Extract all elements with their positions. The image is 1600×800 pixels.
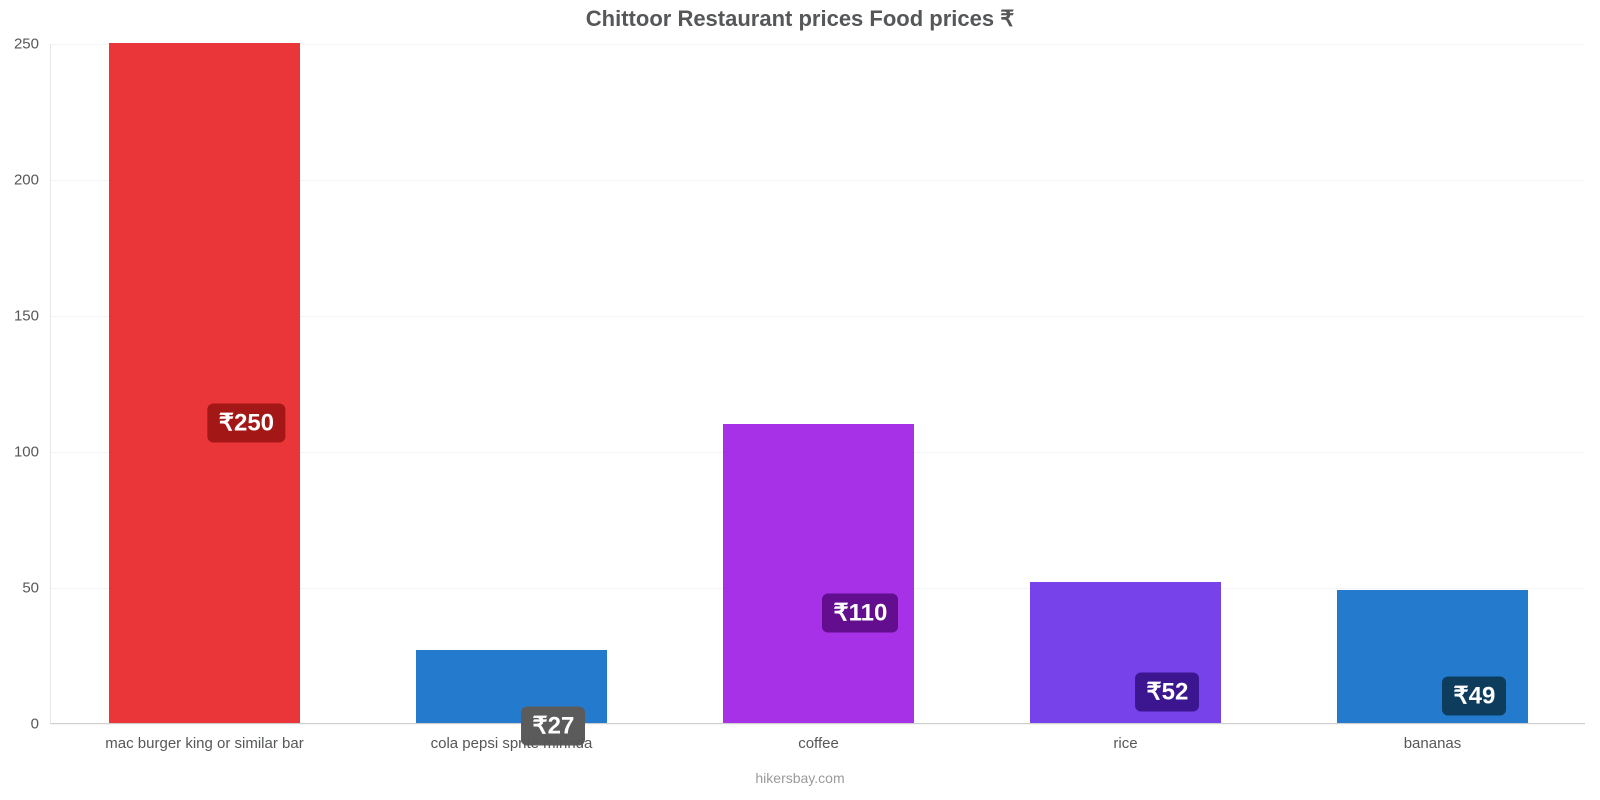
chart-credit: hikersbay.com: [0, 770, 1600, 786]
value-badge: ₹250: [208, 404, 285, 443]
y-tick-label: 0: [31, 716, 51, 733]
bar: [109, 43, 299, 723]
bar: [723, 424, 913, 723]
chart-title: Chittoor Restaurant prices Food prices ₹: [0, 6, 1600, 32]
y-tick-label: 200: [14, 172, 51, 189]
x-tick-label: mac burger king or similar bar: [105, 723, 303, 752]
y-tick-label: 100: [14, 444, 51, 461]
value-badge: ₹52: [1135, 673, 1199, 712]
plot-area: 050100150200250₹250mac burger king or si…: [50, 44, 1585, 724]
y-tick-label: 50: [22, 580, 51, 597]
value-badge: ₹49: [1442, 677, 1506, 716]
y-tick-label: 250: [14, 36, 51, 53]
chart-container: Chittoor Restaurant prices Food prices ₹…: [0, 0, 1600, 800]
x-tick-label: cola pepsi sprite mirinda: [431, 723, 593, 752]
y-tick-label: 150: [14, 308, 51, 325]
x-tick-label: rice: [1113, 723, 1137, 752]
x-tick-label: bananas: [1404, 723, 1462, 752]
x-tick-label: coffee: [798, 723, 839, 752]
value-badge: ₹110: [822, 594, 898, 633]
